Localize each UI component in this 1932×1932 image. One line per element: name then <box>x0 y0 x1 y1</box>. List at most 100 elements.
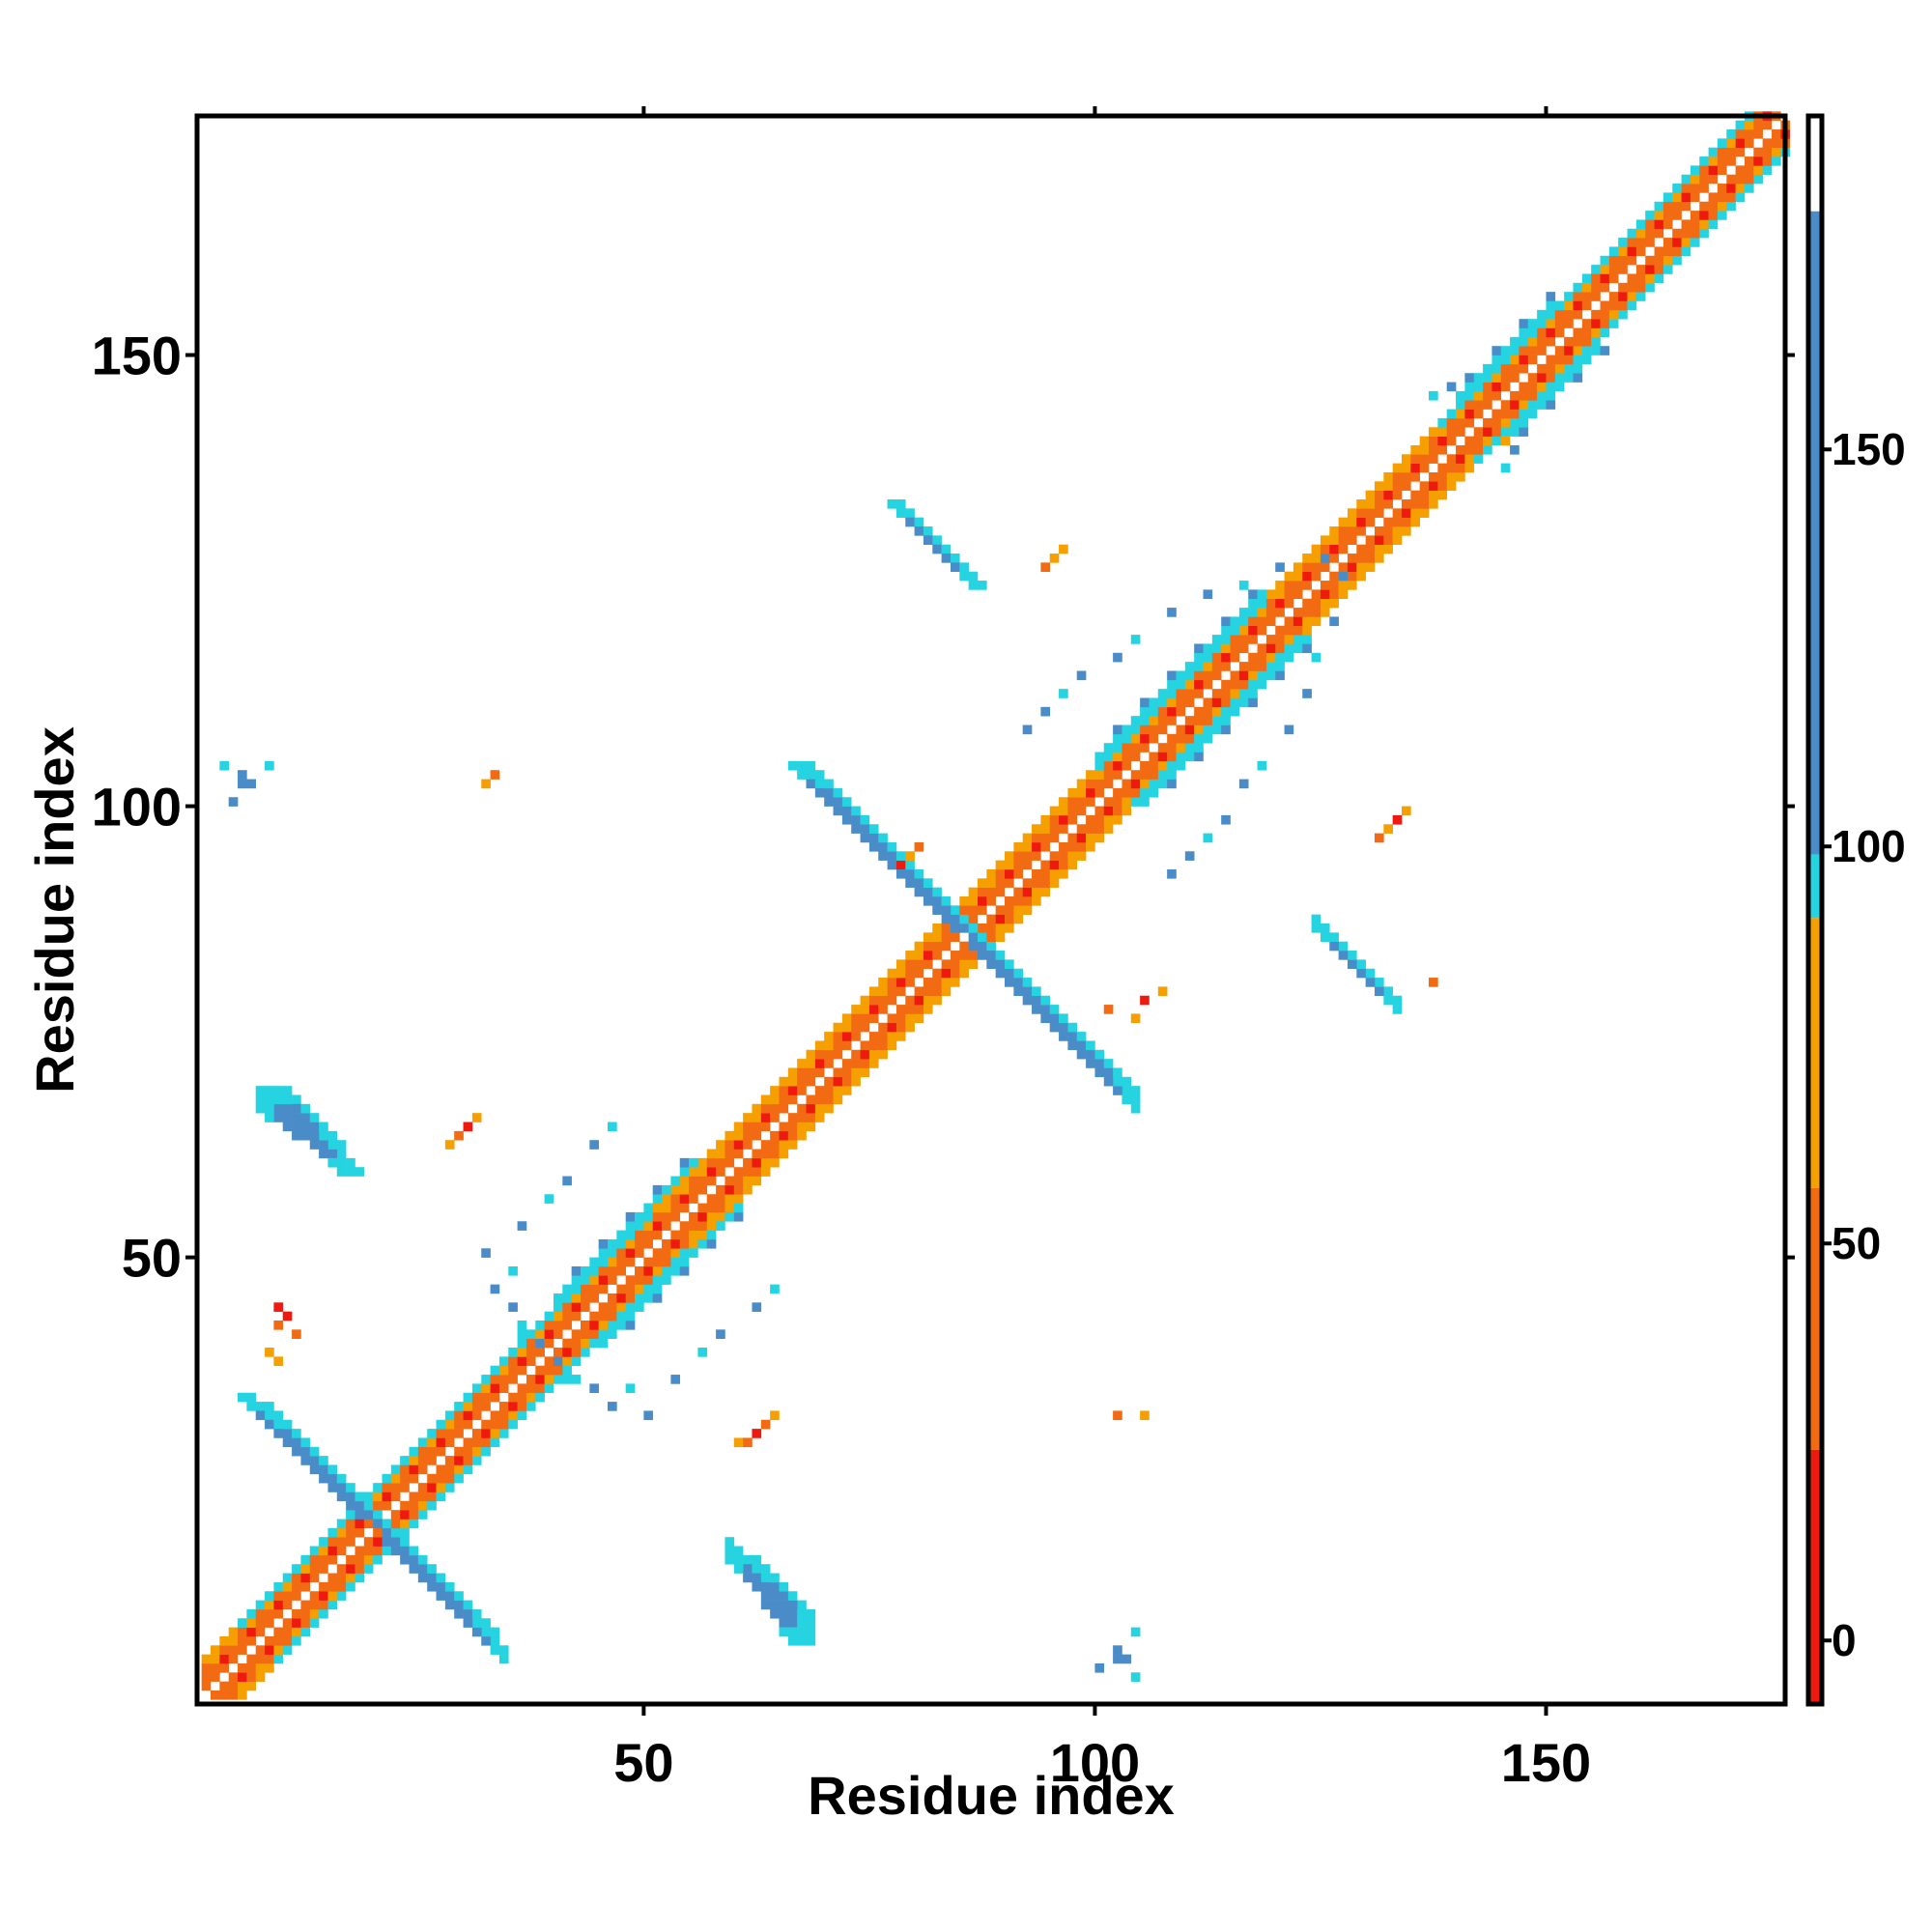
contact-cell <box>1690 211 1700 220</box>
contact-cell <box>1672 246 1682 257</box>
contact-cell <box>1086 770 1095 780</box>
contact-cell <box>1032 887 1041 897</box>
contact-cell <box>471 1627 482 1637</box>
contact-cell <box>346 1527 355 1538</box>
contact-cell <box>327 1573 338 1583</box>
contact-cell <box>1248 689 1258 698</box>
contact-cell <box>1402 806 1411 816</box>
contact-cell <box>1221 706 1231 717</box>
contact-cell <box>1122 752 1132 762</box>
contact-cell <box>1374 554 1384 563</box>
contact-cell <box>625 1321 636 1330</box>
contact-cell <box>1040 824 1051 834</box>
contact-cell <box>1492 390 1502 401</box>
contact-cell <box>355 1510 365 1520</box>
contact-cell <box>1554 300 1565 311</box>
contact-cell <box>652 1184 663 1195</box>
contact-cell <box>1167 752 1177 762</box>
contact-cell <box>562 1348 572 1357</box>
contact-cell <box>1581 319 1592 328</box>
contact-cell <box>1392 463 1403 473</box>
contact-cell <box>1537 336 1547 347</box>
contact-cell <box>273 1635 284 1646</box>
contact-cell <box>1753 129 1763 139</box>
contact-cell <box>868 1013 879 1024</box>
contact-cell <box>553 1321 563 1330</box>
contact-cell <box>1275 598 1285 609</box>
contact-cell <box>436 1464 446 1475</box>
contact-cell <box>1618 292 1628 301</box>
contact-cell <box>1464 400 1475 410</box>
contact-cell <box>608 1248 617 1258</box>
contact-cell <box>806 1113 816 1122</box>
contact-cell <box>228 797 239 807</box>
contact-cell <box>508 1392 518 1403</box>
contact-cell <box>1564 373 1574 383</box>
contact-cell <box>300 1627 311 1637</box>
contact-cell <box>1581 273 1592 284</box>
contact-cell <box>1383 824 1393 834</box>
contact-cell <box>941 941 952 952</box>
contact-cell <box>1265 616 1276 627</box>
contact-cell <box>1654 211 1664 220</box>
contact-cell <box>662 1275 671 1285</box>
contact-cell <box>995 860 1006 870</box>
contact-cell <box>923 986 933 997</box>
contact-cell <box>454 1419 464 1430</box>
contact-cell <box>265 1654 274 1664</box>
contact-cell <box>895 851 906 861</box>
contact-cell <box>895 508 906 518</box>
contact-cell <box>670 1265 681 1276</box>
contact-cell <box>219 1635 229 1646</box>
contact-cell <box>1094 760 1105 771</box>
contact-cell <box>265 1103 274 1114</box>
contact-cell <box>724 1211 735 1222</box>
contact-cell <box>716 1329 725 1339</box>
contact-cell <box>1067 841 1078 852</box>
contact-cell <box>787 1140 798 1150</box>
contact-cell <box>481 779 491 789</box>
contact-cell <box>608 1122 617 1132</box>
contact-cell <box>417 1564 428 1574</box>
contact-cell <box>1446 436 1457 446</box>
contact-cell <box>517 1338 527 1349</box>
contact-cell <box>670 1238 681 1249</box>
contact-cell <box>1492 427 1502 437</box>
contact-cell <box>463 1456 473 1465</box>
contact-cell <box>427 1483 437 1492</box>
contact-cell <box>851 1013 861 1024</box>
contact-cell <box>1248 670 1258 681</box>
contact-cell <box>616 1230 626 1240</box>
contact-cell <box>1049 833 1060 843</box>
contact-cell <box>625 1293 636 1303</box>
contact-cell <box>427 1573 437 1583</box>
contact-cell <box>679 1221 690 1231</box>
contact-cell <box>1320 535 1330 545</box>
contact-cell <box>471 1437 482 1448</box>
contact-cell <box>797 760 807 771</box>
contact-cell <box>995 905 1006 915</box>
contact-cell <box>1662 201 1673 212</box>
contact-cell <box>1699 219 1709 230</box>
contact-cell <box>1492 417 1502 428</box>
contact-cell <box>1094 1049 1105 1060</box>
contact-cell <box>1681 192 1691 203</box>
contact-cell <box>1537 309 1547 320</box>
contact-cell <box>914 887 924 897</box>
contact-cell <box>1654 228 1664 239</box>
contact-cell <box>1230 670 1240 681</box>
contact-cell <box>779 1581 789 1592</box>
contact-cell <box>662 1265 671 1276</box>
contact-cell <box>932 995 942 1006</box>
contact-cell <box>878 978 888 987</box>
contact-cell <box>625 1211 636 1222</box>
contact-cell <box>319 1546 328 1556</box>
contact-cell <box>1149 724 1159 735</box>
contact-cell <box>1067 1040 1078 1051</box>
contact-cell <box>1157 724 1168 735</box>
contact-cell <box>1392 490 1403 500</box>
contact-cell <box>508 1302 518 1312</box>
contact-cell <box>1483 400 1492 410</box>
contact-cell <box>1157 743 1168 753</box>
